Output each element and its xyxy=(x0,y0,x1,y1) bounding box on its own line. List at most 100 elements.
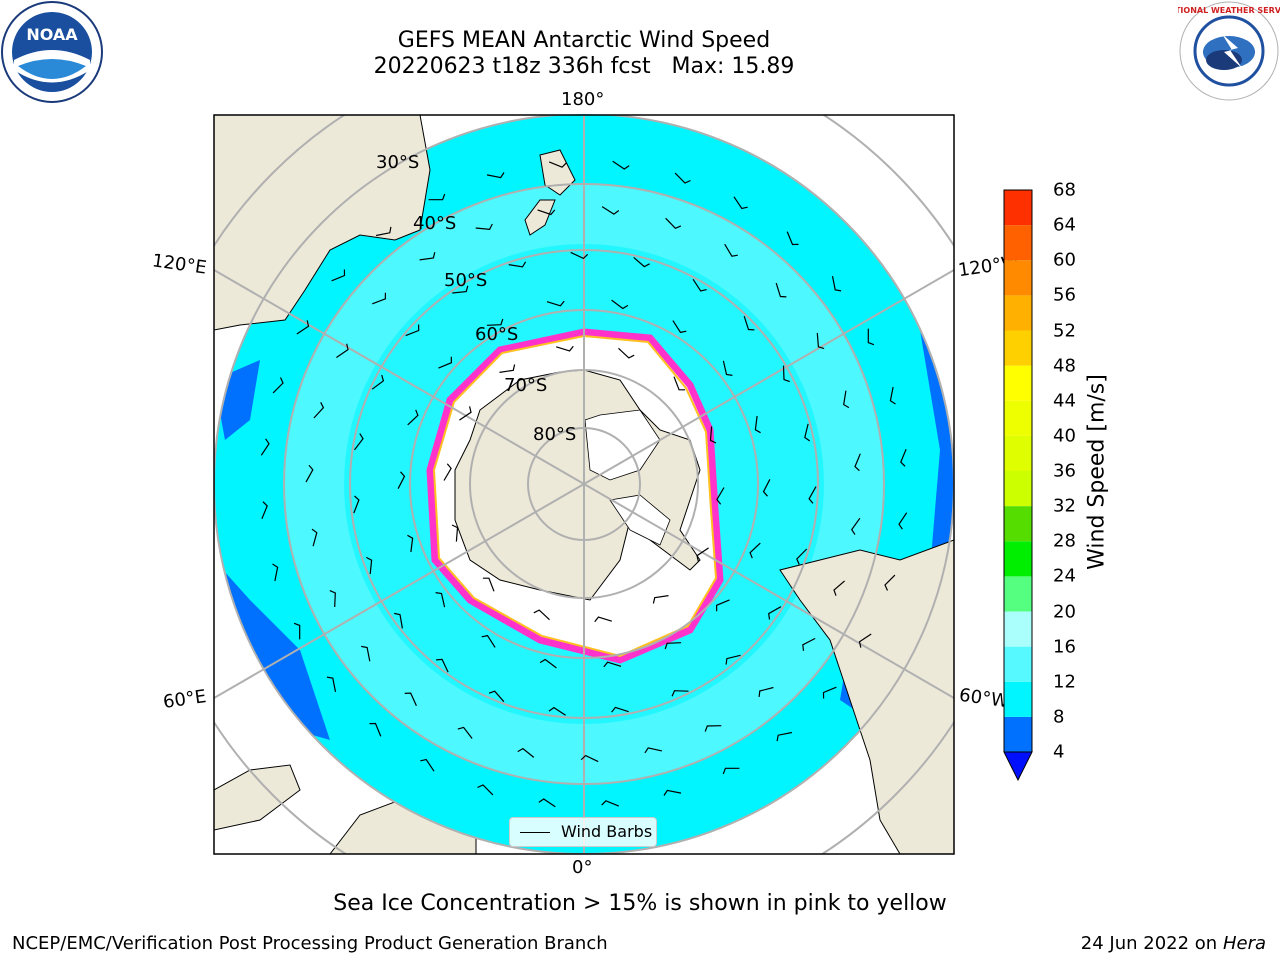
colorbar-tick-label: 64 xyxy=(1053,214,1076,236)
colorbar-tick-label: 20 xyxy=(1053,601,1076,622)
colorbar-tick-label: 4 xyxy=(1053,741,1065,763)
wind-barb xyxy=(371,374,385,390)
wind-barb xyxy=(858,633,872,648)
wind-barb xyxy=(664,642,682,650)
wind-barb xyxy=(556,345,574,352)
wind-barb xyxy=(329,590,336,608)
wind-barb xyxy=(366,556,373,575)
wind-barb xyxy=(537,209,556,216)
ross-ice-shelf xyxy=(584,409,661,481)
colorbar-cell xyxy=(1004,716,1032,752)
nws-logo: NATIONAL WEATHER SERVICE xyxy=(1178,1,1280,101)
wind-barb xyxy=(261,501,268,520)
colorbar-cell xyxy=(1004,681,1032,717)
colorbar-cell xyxy=(1004,541,1032,577)
wind-barb xyxy=(782,365,790,383)
wind-barb xyxy=(508,261,527,268)
wind-barb xyxy=(428,193,446,201)
wind-barb xyxy=(633,256,650,268)
wind-barb xyxy=(486,172,505,179)
wind-barb xyxy=(272,563,279,582)
wind-barb xyxy=(394,612,403,629)
wind-barb xyxy=(260,438,270,456)
wind-barb xyxy=(850,517,861,535)
chart-title: GEFS MEAN Antarctic Wind Speed xyxy=(397,28,771,53)
footer-date: 24 Jun 2022 on Hera xyxy=(1081,933,1266,954)
wind-barb xyxy=(488,690,505,703)
wind-barb xyxy=(482,577,495,592)
wind-barb xyxy=(452,285,469,294)
wind-barb xyxy=(517,747,535,758)
colorbar-tick-label: 32 xyxy=(1053,495,1076,517)
wind-barb xyxy=(594,616,612,623)
colorbar-extend-arrow xyxy=(1003,751,1033,782)
lon-label-180: 180° xyxy=(561,89,605,110)
barb-legend-swatch xyxy=(520,832,550,833)
wind-barb xyxy=(867,328,875,346)
wind-barb xyxy=(816,332,825,350)
wind-barb xyxy=(372,292,386,305)
wind-barb xyxy=(272,377,284,394)
wind-barb xyxy=(743,316,755,331)
colorbar-tick-label: 12 xyxy=(1053,671,1076,693)
wind-barb xyxy=(438,356,453,369)
colorbar-cell xyxy=(1004,576,1032,612)
noaa-logo: NOAA xyxy=(1,1,103,103)
colorbar-tick-label: 24 xyxy=(1053,565,1076,587)
wind-barb xyxy=(725,654,741,665)
wind-barb xyxy=(436,658,449,673)
new-zealand-land xyxy=(524,149,576,236)
svg-text:NOAA: NOAA xyxy=(26,25,78,44)
wind-barb xyxy=(786,231,799,246)
wind-barb xyxy=(407,534,414,553)
wind-barb xyxy=(361,645,371,662)
wind-barb xyxy=(754,415,761,434)
colorbar-tick-label: 8 xyxy=(1053,706,1065,728)
wind-barb xyxy=(618,347,635,359)
wind-barb xyxy=(570,251,589,260)
footer-date-text: 24 Jun 2022 on xyxy=(1080,933,1218,954)
wind-barb xyxy=(673,376,686,391)
wind-barb xyxy=(776,731,793,742)
footer-host: Hera xyxy=(1222,933,1266,954)
wind-barb xyxy=(768,606,782,620)
wind-barb xyxy=(758,686,774,697)
wind-barbs xyxy=(260,160,908,808)
colorbar-cell xyxy=(1004,506,1032,542)
wind-barb xyxy=(644,747,663,754)
wind-barb xyxy=(672,320,687,334)
wind-barb xyxy=(459,406,472,421)
wind-barb xyxy=(692,278,707,292)
wind-barb xyxy=(665,217,682,230)
colorbar xyxy=(1003,189,1033,782)
wind-barb xyxy=(326,676,337,693)
wind-barb xyxy=(457,726,473,739)
wind-barb xyxy=(499,364,516,373)
lat-label-60s: 60°S xyxy=(475,324,519,345)
wind-barb xyxy=(407,409,419,426)
wind-barb xyxy=(854,453,861,472)
wind-barb xyxy=(601,206,620,215)
lat-label-30s: 30°S xyxy=(376,152,420,173)
wind-barb xyxy=(709,426,717,444)
colorbar-tick-label: 60 xyxy=(1053,249,1076,271)
wind-barb xyxy=(477,784,494,796)
wind-barb xyxy=(833,580,845,596)
wind-barb xyxy=(539,658,557,669)
graticule xyxy=(214,115,954,854)
colorbar-cell xyxy=(1004,646,1032,682)
wind-barb xyxy=(715,599,730,612)
wind-barb xyxy=(475,223,493,231)
barb-legend: Wind Barbs xyxy=(509,817,657,847)
wind-barb xyxy=(804,423,811,442)
wind-barb xyxy=(419,252,436,261)
wind-barb xyxy=(375,226,392,237)
colorbar-tick-label: 44 xyxy=(1053,390,1076,412)
colorbar-cell xyxy=(1004,471,1032,507)
colorbar-cell xyxy=(1004,225,1032,261)
wind-barb xyxy=(311,528,318,547)
wind-barb xyxy=(603,661,622,668)
wind-barb xyxy=(580,754,599,763)
colorbar-tick-label: 68 xyxy=(1053,179,1076,201)
sea-ice-note: Sea Ice Concentration > 15% is shown in … xyxy=(333,891,947,916)
